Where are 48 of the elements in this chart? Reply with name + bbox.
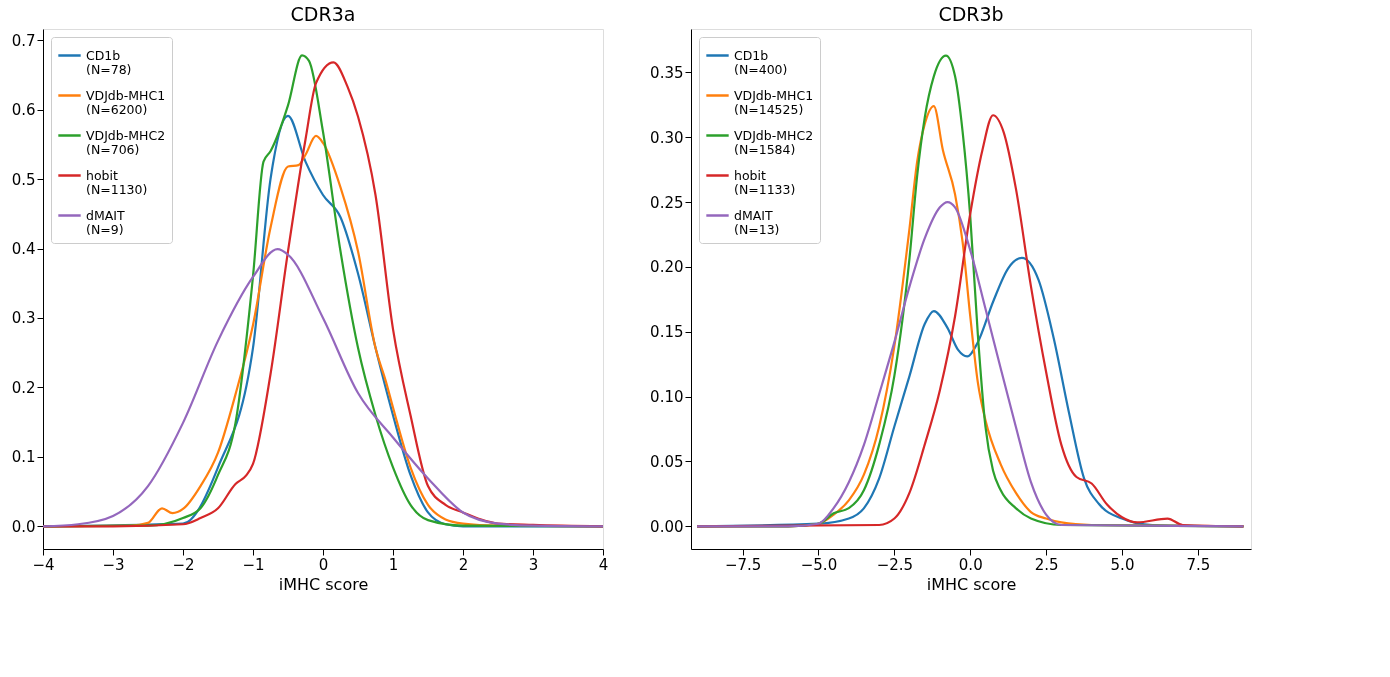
- y-tick-label: 0.05: [650, 452, 684, 471]
- y-tick-label: 0.5: [11, 170, 36, 189]
- y-tick-label: 0.35: [650, 63, 684, 82]
- x-tick-label: −4: [32, 555, 55, 574]
- y-tick-label: 0.00: [650, 517, 684, 536]
- y-tick-label: 0.3: [11, 309, 36, 328]
- x-tick-label: 5.0: [1110, 555, 1135, 574]
- x-axis-title: iMHC score: [926, 574, 1017, 594]
- legend-label: CD1b (N=400): [734, 47, 788, 77]
- y-tick-label: 0.15: [650, 323, 684, 342]
- y-tick-label: 0.7: [11, 31, 36, 50]
- y-tick-label: 0.6: [11, 101, 36, 120]
- legend-label: VDJdb-MHC1 (N=6200): [86, 87, 166, 117]
- x-tick-label: 4: [598, 555, 609, 574]
- x-tick-label: −5.0: [800, 555, 838, 574]
- legend-label: VDJdb-MHC1 (N=14525): [734, 87, 814, 117]
- x-tick-label: −2: [172, 555, 195, 574]
- y-tick-label: 0.30: [650, 128, 684, 147]
- legend-label: VDJdb-MHC2 (N=706): [86, 127, 166, 157]
- x-tick-label: 2.5: [1034, 555, 1059, 574]
- x-tick-label: 7.5: [1186, 555, 1211, 574]
- x-tick-label: −3: [102, 555, 125, 574]
- x-tick-label: 2: [458, 555, 469, 574]
- x-tick-label: 3: [528, 555, 539, 574]
- legend-label: hobit (N=1130): [86, 167, 148, 197]
- y-tick-label: 0.20: [650, 258, 684, 277]
- x-tick-label: −1: [242, 555, 265, 574]
- line-series: [695, 201, 1245, 528]
- y-tick-label: 0.2: [11, 378, 36, 397]
- y-tick-label: 0.1: [11, 448, 36, 467]
- chart-title: CDR3b: [938, 3, 1004, 25]
- legend-label: VDJdb-MHC2 (N=1584): [734, 127, 814, 157]
- x-tick-label: 0.0: [958, 555, 983, 574]
- chart-title: CDR3a: [290, 3, 356, 25]
- x-tick-label: −2.5: [876, 555, 914, 574]
- x-tick-label: 1: [388, 555, 399, 574]
- y-tick-label: 0.0: [11, 517, 36, 536]
- x-axis-title: iMHC score: [278, 574, 369, 594]
- y-tick-label: 0.4: [11, 240, 36, 258]
- legend-label: dMAIT (N=13): [734, 207, 780, 237]
- line-series: [41, 248, 605, 528]
- y-tick-label: 0.10: [650, 388, 684, 407]
- x-tick-label: −7.5: [724, 555, 762, 574]
- x-tick-label: 0: [318, 555, 329, 574]
- legend-label: dMAIT (N=9): [86, 207, 125, 237]
- y-tick-label: 0.25: [650, 193, 684, 212]
- legend-label: hobit (N=1133): [734, 167, 796, 197]
- legend-label: CD1b (N=78): [86, 47, 132, 77]
